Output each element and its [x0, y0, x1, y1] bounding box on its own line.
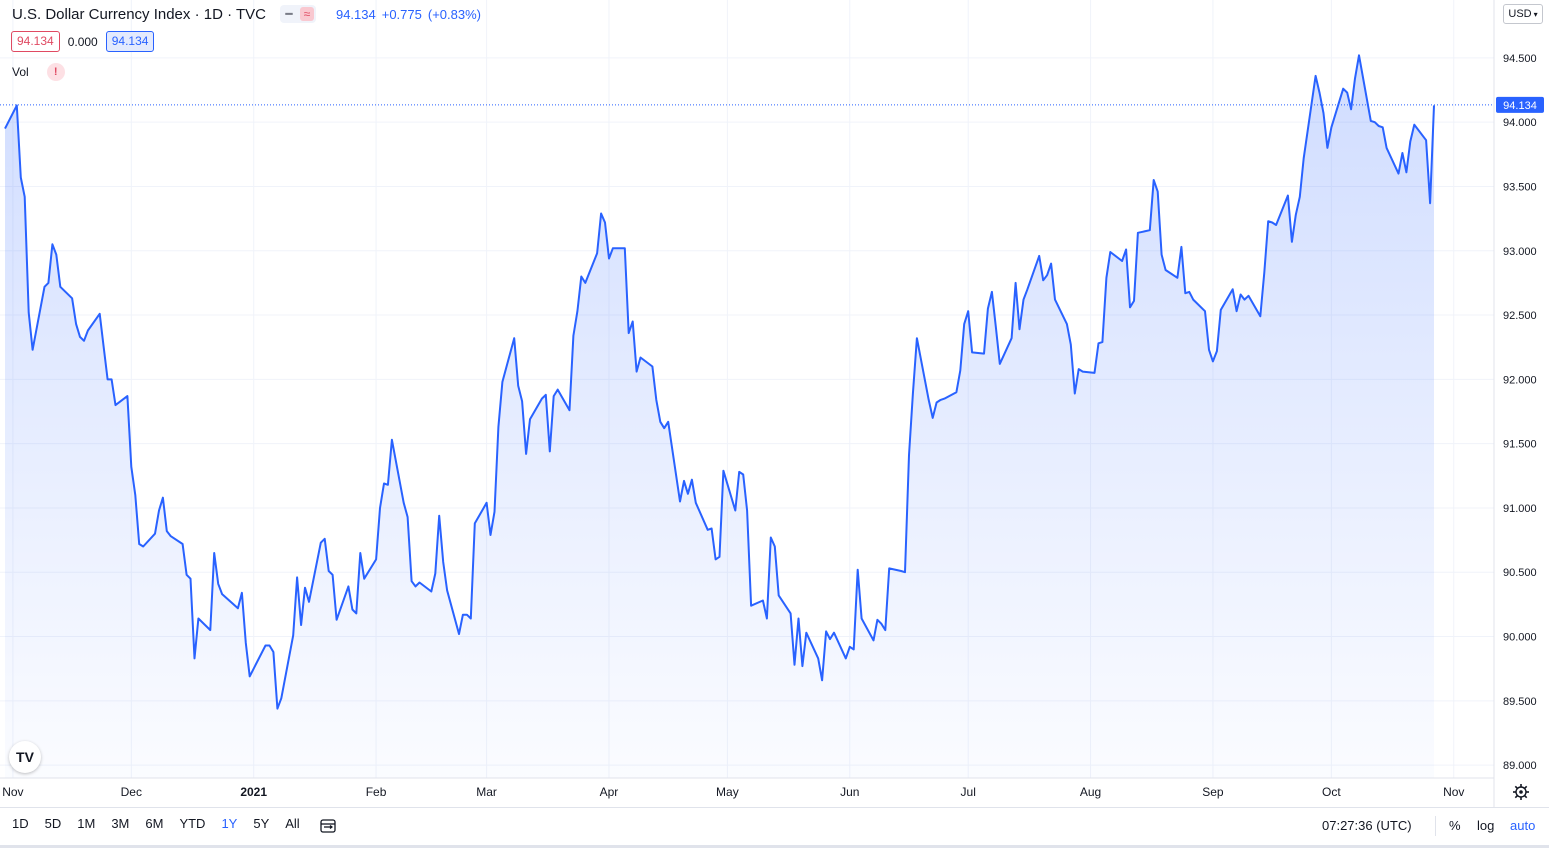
x-tick-label: Nov	[2, 785, 23, 799]
price-area-fill	[5, 55, 1434, 779]
range-button-6m[interactable]: 6M	[145, 816, 164, 831]
currency-selector[interactable]: USD ▾	[1503, 4, 1543, 24]
price-line	[4, 54, 1435, 710]
bottom-toolbar: 1D 5D 1M 3M 6M YTD 1Y 5Y All 07:27:36 (UTC) % lo…	[0, 807, 1549, 846]
y-tick-label: 90.500	[1503, 567, 1537, 579]
y-tick-label: 94.500	[1503, 53, 1537, 65]
last-price-tag: 94.134	[1496, 96, 1544, 113]
hide-legend-icon[interactable]: ━	[285, 7, 293, 21]
bid-ask-row: 94.134 0.000 94.134	[11, 31, 155, 52]
range-button-1m[interactable]: 1M	[77, 816, 96, 831]
spread-value: 0.000	[67, 34, 98, 49]
warning-icon[interactable]: !	[46, 63, 65, 81]
y-tick-label: 91.500	[1503, 439, 1537, 451]
currency-label: USD	[1508, 8, 1532, 20]
log-toggle[interactable]: log	[1477, 818, 1495, 833]
y-tick-label: 93.500	[1503, 181, 1537, 193]
range-button-all[interactable]: All	[285, 816, 300, 831]
x-tick-label: Dec	[121, 785, 142, 799]
y-tick-label: 90.000	[1503, 632, 1537, 644]
volume-indicator[interactable]: Vol !	[12, 63, 65, 81]
chart-legend: U.S. Dollar Currency Index · 1D · TVC ━ …	[12, 5, 481, 23]
x-tick-label: Aug	[1080, 785, 1101, 799]
price-change-percent: (+0.83%)	[427, 6, 481, 22]
time-axis[interactable]: Nov Dec 2021 Feb Mar Apr May Jun Jul Aug Sep Oct Nov	[2, 785, 1464, 799]
range-button-1y[interactable]: 1Y	[221, 816, 238, 831]
range-button-1d[interactable]: 1D	[12, 816, 29, 831]
tradingview-logo-icon[interactable]: TV	[9, 741, 41, 773]
compare-icon[interactable]: ≈	[299, 7, 314, 21]
date-range-icon[interactable]	[319, 817, 337, 835]
logo-text: TV	[16, 749, 34, 765]
x-tick-label: Oct	[1322, 785, 1341, 799]
x-tick-label: Sep	[1202, 785, 1224, 799]
volume-label: Vol	[12, 65, 29, 79]
x-tick-label: Apr	[600, 785, 619, 799]
y-tick-label: 93.000	[1503, 246, 1537, 258]
x-tick-label: 2021	[240, 785, 267, 799]
y-tick-label: 89.500	[1503, 696, 1537, 708]
chevron-down-icon: ▾	[1533, 9, 1538, 19]
x-tick-label: Jun	[840, 785, 859, 799]
x-tick-label: Mar	[476, 785, 497, 799]
y-tick-label: 94.000	[1503, 117, 1537, 129]
range-button-3m[interactable]: 3M	[111, 816, 130, 831]
x-tick-label: Jul	[961, 785, 976, 799]
range-button-5d[interactable]: 5D	[44, 816, 62, 831]
x-tick-label: Nov	[1443, 785, 1464, 799]
legend-controls: ━ ≈	[279, 5, 316, 23]
range-button-ytd[interactable]: YTD	[179, 816, 206, 831]
price-chart[interactable]: 89.000 89.500 90.000 90.500 91.000 91.500 92.0…	[0, 0, 1549, 807]
bid-price[interactable]: 94.134	[11, 31, 60, 52]
clock[interactable]: 07:27:36 (UTC)	[1322, 818, 1412, 833]
symbol-title[interactable]: U.S. Dollar Currency Index · 1D · TVC	[12, 5, 266, 23]
last-price-value: 94.134	[1503, 100, 1537, 112]
chart-settings-icon[interactable]	[1513, 784, 1529, 800]
x-tick-label: Feb	[366, 785, 387, 799]
divider	[1435, 816, 1436, 836]
percent-toggle[interactable]: %	[1449, 818, 1461, 833]
y-tick-label: 89.000	[1503, 760, 1537, 772]
bottom-edge	[0, 845, 1549, 848]
last-price: 94.134	[335, 6, 376, 22]
price-change: +0.775	[381, 6, 422, 22]
auto-toggle[interactable]: auto	[1510, 818, 1536, 833]
y-tick-label: 92.000	[1503, 374, 1537, 386]
x-tick-label: May	[716, 785, 739, 799]
price-axis[interactable]: 89.000 89.500 90.000 90.500 91.000 91.500 92.0…	[1503, 53, 1537, 772]
y-tick-label: 91.000	[1503, 503, 1537, 515]
y-tick-label: 92.500	[1503, 310, 1537, 322]
ask-price[interactable]: 94.134	[105, 31, 155, 52]
range-button-5y[interactable]: 5Y	[253, 816, 270, 831]
range-buttons: 1D 5D 1M 3M 6M YTD 1Y 5Y All	[12, 816, 316, 831]
